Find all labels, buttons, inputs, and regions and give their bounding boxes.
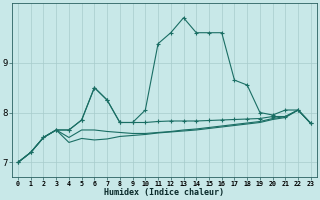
X-axis label: Humidex (Indice chaleur): Humidex (Indice chaleur) — [104, 188, 224, 197]
